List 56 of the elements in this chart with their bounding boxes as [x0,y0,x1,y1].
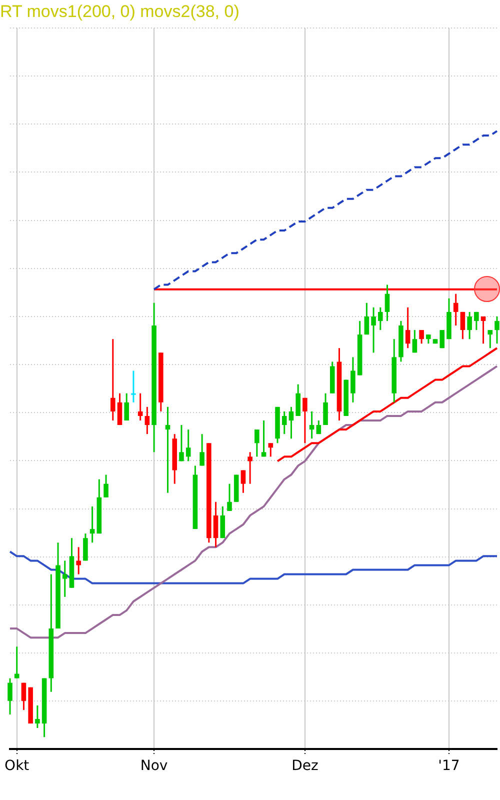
candlestick [302,397,308,444]
candlestick [35,704,40,729]
candlestick [474,311,479,331]
candlestick [240,469,246,494]
x-tick-label: Dez [292,758,318,774]
x-tick-label: '17 [438,758,460,774]
candlestick [288,406,294,440]
candlestick [117,392,122,426]
candlestick [480,316,486,344]
candlestick [110,338,116,422]
candlestick [309,410,314,440]
candlestick [488,329,493,349]
candlestick [261,420,266,458]
candlestick [76,546,81,576]
candlestick [384,284,390,322]
candlestick [316,420,322,435]
candlestick [248,451,252,485]
x-tick-label: Okt [4,758,30,774]
candlestick [412,329,418,354]
candlestick [124,392,130,422]
candlestick [405,306,410,349]
candlestick [254,428,260,458]
candlestick [21,682,26,711]
candlestick [426,334,431,344]
candlestick [419,329,424,344]
candlestick [364,302,370,336]
candlestick [8,678,12,716]
candlestick [104,474,108,498]
candlestick [467,311,472,340]
candlestick [227,483,232,512]
candlestick [179,424,184,462]
candlestick [186,428,191,462]
candlestick [131,370,136,404]
candlestick [213,501,218,548]
candlestick [165,406,170,494]
candlestick [350,356,356,404]
candlestick [138,392,143,422]
candlestick [62,560,68,598]
candlestick [371,306,376,354]
candlestick [460,311,466,340]
candlestick [14,646,20,680]
chart-title: RT movs1(200, 0) movs2(38, 0) [0,2,240,22]
candlestick [378,306,383,331]
candlestick [90,506,95,544]
candlestick [453,293,458,326]
candlestick [144,406,150,435]
candlestick [323,392,328,426]
x-tick-label: Nov [140,758,168,774]
candlestick [220,506,226,539]
candlestick [268,442,274,458]
candlestick [200,433,204,466]
candlestick [440,329,445,349]
candlestick [494,316,500,344]
candlestick [282,410,287,435]
candlestick [296,384,300,417]
candlestick [83,532,88,562]
